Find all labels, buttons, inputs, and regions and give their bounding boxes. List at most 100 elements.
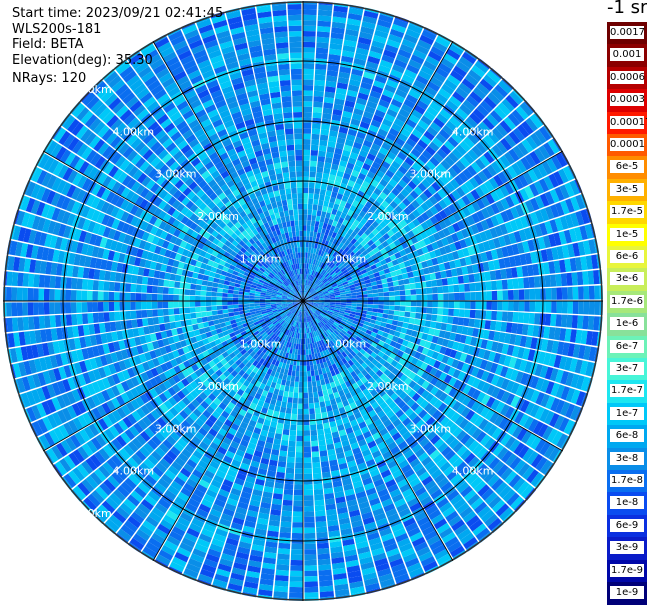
ray-gate-cell <box>207 594 224 601</box>
ray-gate-cell <box>347 504 359 512</box>
ray-gate-cell <box>357 172 367 181</box>
ray-gate-cell <box>481 488 494 501</box>
ray-gate-cell <box>103 365 112 377</box>
ray-gate-cell <box>484 320 491 330</box>
ray-gate-cell <box>313 478 323 485</box>
ray-gate-cell <box>351 187 359 195</box>
ray-gate-cell <box>304 543 316 550</box>
ray-gate-cell <box>318 145 327 152</box>
ray-gate-cell <box>322 257 328 264</box>
ray-gate-cell <box>179 410 189 420</box>
ray-gate-cell <box>239 339 247 346</box>
ray-gate-cell <box>374 436 384 445</box>
ray-gate-cell <box>556 433 568 449</box>
ray-gate-cell <box>398 108 410 119</box>
ray-gate-cell <box>399 210 408 219</box>
ray-gate-cell <box>488 177 499 190</box>
ray-gate-cell <box>384 84 397 94</box>
ray-gate-cell <box>259 364 266 372</box>
ray-gate-cell <box>357 92 369 101</box>
ray-gate-cell <box>344 554 358 563</box>
ray-gate-cell <box>130 376 140 387</box>
ray-gate-cell <box>177 491 190 503</box>
ray-gate-cell <box>282 306 288 309</box>
ray-gate-cell <box>303 317 306 323</box>
ray-gate-cell <box>238 362 246 370</box>
ray-gate-cell <box>198 374 207 383</box>
ray-gate-cell <box>255 404 263 412</box>
ray-gate-cell <box>310 289 315 294</box>
ray-gate-cell <box>412 462 424 473</box>
ray-gate-cell <box>285 472 294 479</box>
ray-gate-cell <box>338 389 345 397</box>
ray-gate-cell <box>253 427 262 435</box>
ray-gate-cell <box>233 349 241 356</box>
ray-gate-cell <box>318 221 324 228</box>
ray-gate-cell <box>183 406 193 416</box>
ray-gate-cell <box>129 537 145 551</box>
ray-gate-cell <box>159 403 169 414</box>
ray-gate-cell <box>358 421 367 429</box>
ray-gate-cell <box>379 446 390 455</box>
ray-gate-cell <box>158 382 168 393</box>
ray-gate-cell <box>161 473 173 485</box>
ray-gate-cell <box>355 288 362 293</box>
ray-gate-cell <box>199 391 208 401</box>
ray-gate-cell <box>400 327 408 334</box>
ray-gate-cell <box>374 239 382 247</box>
ray-gate-cell <box>365 392 373 401</box>
ray-gate-cell <box>295 462 303 469</box>
ray-gate-cell <box>577 241 586 256</box>
ray-gate-cell <box>329 459 338 467</box>
ray-gate-cell <box>304 570 318 577</box>
ray-gate-cell <box>415 172 425 182</box>
ray-gate-cell <box>495 123 508 137</box>
ray-gate-cell <box>383 327 391 334</box>
ray-gate-cell <box>438 209 448 220</box>
ray-gate-cell <box>324 282 331 287</box>
ray-gate-cell <box>335 396 342 404</box>
ray-gate-cell <box>329 278 335 284</box>
ray-gate-cell <box>551 247 559 260</box>
ray-gate-cell <box>274 482 284 489</box>
ray-gate-cell <box>276 558 290 566</box>
ray-gate-cell <box>308 302 314 305</box>
ray-gate-cell <box>327 388 333 395</box>
ray-gate-cell <box>461 78 476 91</box>
ray-gate-cell <box>142 546 158 559</box>
ray-gate-cell <box>359 185 368 194</box>
ray-gate-cell <box>328 334 334 341</box>
ray-gate-cell <box>426 534 441 546</box>
ray-gate-cell <box>439 461 452 473</box>
ray-gate-cell <box>411 443 422 454</box>
ray-gate-cell <box>266 436 274 444</box>
ray-gate-cell <box>304 586 319 593</box>
ray-gate-cell <box>330 381 336 389</box>
ray-gate-cell <box>393 196 402 205</box>
ray-gate-cell <box>395 379 404 388</box>
ray-gate-cell <box>386 108 398 118</box>
ray-gate-cell <box>470 38 486 51</box>
ray-gate-cell <box>171 417 181 427</box>
ray-gate-cell <box>399 344 407 352</box>
ray-gate-cell <box>217 415 227 424</box>
ray-gate-cell <box>446 572 463 585</box>
ray-gate-cell <box>335 87 347 95</box>
ray-gate-cell <box>243 481 255 489</box>
ray-gate-cell <box>377 330 384 336</box>
ray-gate-cell <box>268 386 275 394</box>
ray-gate-cell <box>237 345 245 352</box>
ray-gate-cell <box>452 441 464 453</box>
ray-gate-cell <box>303 112 312 118</box>
ray-gate-cell <box>546 157 558 173</box>
ray-gate-cell <box>435 92 448 104</box>
ray-gate-cell <box>362 297 368 301</box>
ray-gate-cell <box>318 396 325 403</box>
ray-gate-cell <box>328 327 334 333</box>
ray-gate-cell <box>271 503 282 511</box>
ray-gate-cell <box>263 316 270 321</box>
ray-gate-cell <box>211 538 225 548</box>
ray-gate-cell <box>335 361 341 369</box>
ray-gate-cell <box>556 113 570 129</box>
ray-gate-cell <box>472 328 479 338</box>
